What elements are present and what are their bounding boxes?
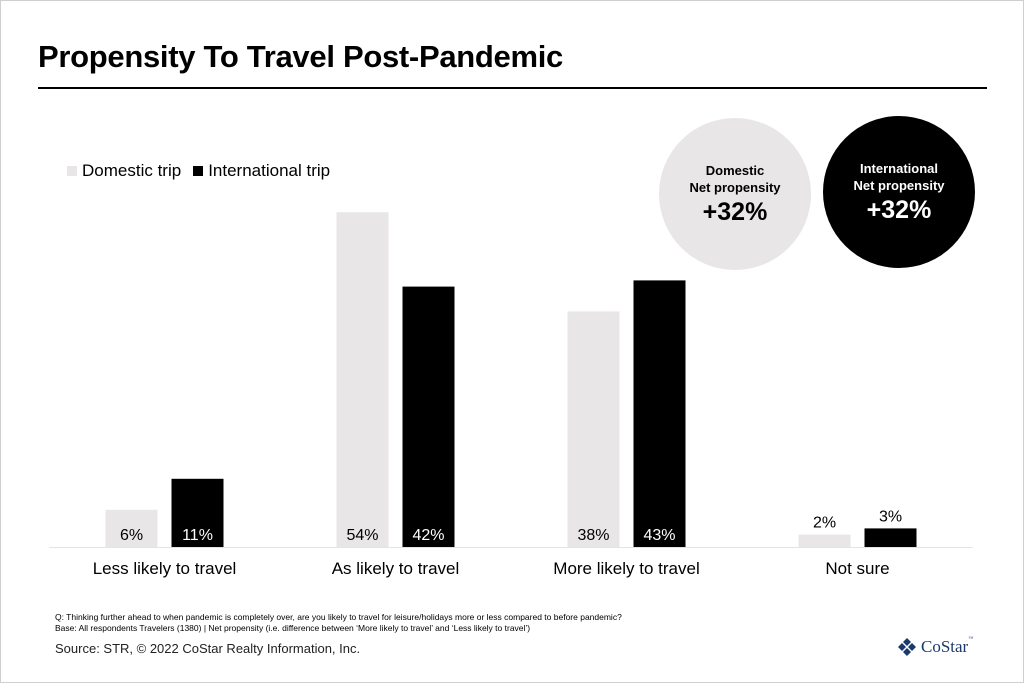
costar-logo-tm: ™ — [968, 637, 974, 642]
footnote-question: Q: Thinking further ahead to when pandem… — [55, 612, 622, 622]
bar-international-trip-more-likely-to-travel — [633, 280, 686, 547]
chart-title: Propensity To Travel Post-Pandemic — [38, 39, 563, 74]
footnote-base: Base: All respondents Travelers (1380) |… — [55, 623, 531, 633]
x-tick-label-more-likely-to-travel: More likely to travel — [553, 559, 699, 578]
international-callout-line1: International — [859, 160, 938, 176]
international-net-propensity-callout: International Net propensity +32% — [823, 116, 975, 268]
bar-international-trip-not-sure — [864, 528, 917, 547]
x-tick-label-less-likely-to-travel: Less likely to travel — [93, 559, 237, 578]
data-label-international-trip-less-likely-to-travel: 11% — [182, 527, 213, 544]
data-label-domestic-trip-as-likely-to-travel: 54% — [346, 527, 378, 544]
legend-item-domestic: Domestic trip — [67, 161, 181, 181]
data-label-international-trip-not-sure: 3% — [879, 508, 902, 525]
data-label-international-trip-more-likely-to-travel: 43% — [643, 527, 675, 544]
bar-domestic-trip-not-sure — [798, 534, 851, 547]
source-text: Source: STR, © 2022 CoStar Realty Inform… — [55, 641, 361, 656]
bar-domestic-trip-as-likely-to-travel — [336, 212, 389, 547]
x-tick-label-not-sure: Not sure — [825, 559, 889, 578]
data-label-domestic-trip-not-sure: 2% — [813, 515, 836, 532]
bar-domestic-trip-more-likely-to-travel — [567, 311, 620, 547]
domestic-callout-value: +32% — [702, 197, 768, 226]
domestic-callout-line1: Domestic — [705, 162, 765, 178]
legend-item-international: International trip — [193, 161, 330, 181]
costar-logo-icon — [898, 638, 916, 656]
legend: Domestic trip International trip — [67, 161, 342, 181]
bar-international-trip-as-likely-to-travel — [402, 286, 455, 547]
legend-swatch-international — [193, 166, 204, 176]
legend-swatch-domestic — [67, 166, 77, 176]
legend-label-international: International trip — [208, 161, 331, 180]
data-label-domestic-trip-more-likely-to-travel: 38% — [577, 527, 609, 544]
x-tick-label-as-likely-to-travel: As likely to travel — [332, 559, 460, 578]
data-label-domestic-trip-less-likely-to-travel: 6% — [120, 527, 143, 544]
international-callout-value: +32% — [866, 195, 932, 224]
costar-logo-text: CoStar™ — [921, 637, 973, 657]
costar-logo: CoStar™ — [897, 637, 973, 657]
domestic-callout-line2: Net propensity — [689, 179, 781, 195]
costar-logo-word: CoStar — [921, 637, 969, 656]
bar-chart: 6% 11% Less likely to travel 54% 42% As likel… — [49, 212, 973, 578]
international-callout-line2: Net propensity — [853, 177, 945, 193]
data-label-international-trip-as-likely-to-travel: 42% — [412, 527, 444, 544]
domestic-net-propensity-callout: Domestic Net propensity +32% — [659, 118, 811, 270]
bar-domestic-trip-less-likely-to-travel — [105, 509, 158, 547]
title-rule — [38, 87, 987, 89]
bar-international-trip-less-likely-to-travel — [171, 478, 224, 547]
legend-label-domestic: Domestic trip — [82, 161, 182, 180]
